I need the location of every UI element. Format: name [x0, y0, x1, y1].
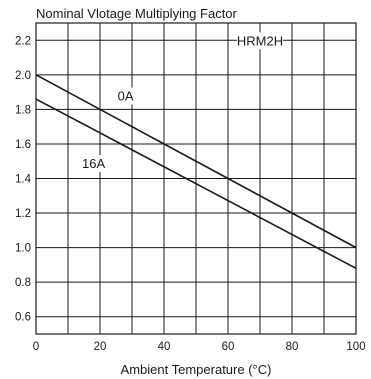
plot-frame	[35, 22, 357, 335]
series-label-0a: 0A	[118, 89, 134, 104]
series-label-0a-bg	[114, 87, 137, 105]
y-tick-label: 2.2	[15, 35, 31, 47]
x-axis-label: Ambient Temperature (°C)	[121, 362, 272, 377]
series-line-16a	[35, 98, 357, 270]
y-tick-label: 2.0	[15, 70, 31, 82]
series-line-0a	[35, 74, 357, 249]
y-tick-label: 0.8	[15, 277, 31, 289]
series-lines	[35, 74, 357, 270]
y-tick-label: 1.0	[15, 243, 31, 255]
x-tick-labels: 0 20 40 60 80 100	[33, 341, 366, 353]
chart-title: Nominal Vlotage Multiplying Factor	[36, 6, 238, 21]
x-tick-label: 60	[222, 341, 235, 353]
y-tick-label: 1.2	[15, 208, 31, 220]
x-tick-label: 0	[33, 341, 39, 353]
x-tick-label: 80	[286, 341, 299, 353]
model-label: HRM2H	[237, 33, 283, 48]
x-tick-label: 40	[158, 341, 171, 353]
y-tick-labels: 0.6 0.8 1.0 1.2 1.4 1.6 1.8 2.0 2.2	[15, 35, 32, 323]
model-label-bg	[237, 32, 283, 50]
series-label-16a-bg	[78, 154, 109, 172]
y-tick-label: 1.8	[15, 104, 31, 116]
x-tick-label: 20	[94, 341, 107, 353]
x-tick-label: 100	[346, 341, 365, 353]
y-tick-label: 1.6	[15, 139, 31, 151]
series-label-16a: 16A	[82, 156, 105, 171]
grid	[36, 23, 356, 334]
y-tick-label: 1.4	[15, 174, 32, 186]
y-tick-label: 0.6	[15, 312, 31, 324]
